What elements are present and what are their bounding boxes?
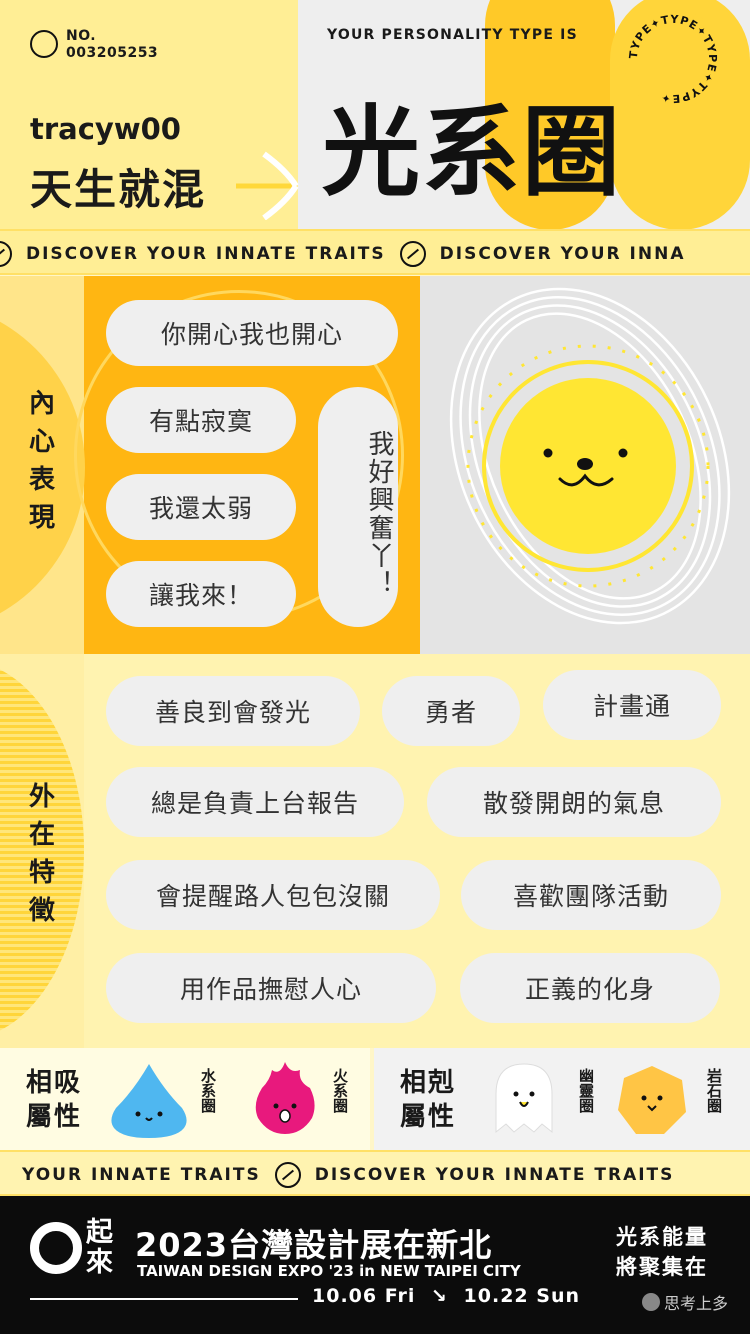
inner-vertical-pill: 我好興奮丫！ [318,387,398,627]
arrow-swirl-icon [236,151,299,220]
energy-message: 光系能量 將聚集在 [616,1222,708,1282]
divider [30,1298,298,1300]
compatible-title-line1: 相吸 [26,1068,83,1098]
expo-subtitle: TAIWAN DESIGN EXPO '23 in NEW TAIPEI CIT… [137,1262,521,1280]
ghost-mascot-icon [495,1063,553,1134]
compatible-title-line2: 屬性 [26,1102,83,1132]
circle-icon [30,30,58,58]
watermark-text: 思考上多 [664,1294,729,1313]
strip-text: DISCOVER YOUR INNA [439,244,686,264]
slash-circle-icon [274,1162,301,1188]
outer-pill: 喜歡團隊活動 [461,860,721,930]
marquee-strip-top: DISCOVER YOUR INNATE TRAITS DISCOVER YOU… [0,229,750,275]
serial-number: NO. 003205253 [66,28,158,62]
marquee-strip-bottom: YOUR INNATE TRAITS DISCOVER YOUR INNATE … [0,1150,750,1196]
conflict-title-line2: 屬性 [400,1102,457,1132]
water-type-name: 水系圈 [199,1068,217,1113]
watermark: 思考上多 [642,1290,728,1314]
strip-text: DISCOVER YOUR INNATE TRAITS [26,244,386,264]
strip-text: DISCOVER YOUR INNATE TRAITS [314,1165,675,1185]
fire-mascot-icon [255,1062,315,1134]
mascot-panel [420,276,750,654]
inner-pill: 讓我來！ [106,561,296,627]
expo-title: 2023台灣設計展在新北 [135,1226,493,1264]
outer-pill: 勇者 [382,676,520,746]
username: tracyw00 [30,112,181,146]
outer-pill: 用作品撫慰人心 [106,953,436,1023]
type-badge-icon: TYPE✦TYPE✦TYPE✦TYPE✦ [623,9,723,109]
expo-logo-text: 起來 [86,1217,113,1278]
yellow-oval-decoration [485,0,615,230]
outer-pill: 會提醒路人包包沒關 [106,860,440,930]
watermark-icon [642,1293,660,1311]
outer-pill: 正義的化身 [460,953,720,1023]
outer-pill: 散發開朗的氣息 [427,767,721,837]
ghost-type-name: 幽靈圈 [577,1068,595,1113]
fire-type-name: 火系圈 [331,1068,349,1113]
rock-mascot-icon [618,1066,686,1134]
outer-pill: 總是負責上台報告 [106,767,404,837]
strip-text: YOUR INNATE TRAITS [22,1165,261,1185]
date-start: 10.06 Fri [312,1285,416,1307]
date-arrow: ↘ [431,1285,448,1307]
rock-type-name: 岩石圈 [705,1068,723,1113]
slash-circle-icon [0,241,12,267]
inner-pill: 你開心我也開心 [106,300,398,366]
expo-dates: 10.06 Fri ↘ 10.22 Sun [312,1285,580,1307]
tagline: 天生就混 [30,165,207,214]
inner-pill: 有點寂寞 [106,387,296,453]
energy-line1: 光系能量 [616,1225,708,1249]
conflict-title-line1: 相剋 [400,1068,457,1098]
serial-label: NO. [66,28,97,44]
outer-pill: 善良到會發光 [106,676,360,746]
footer-banner [0,1196,750,1334]
outer-traits-label: 外在特徵 [28,782,55,926]
water-drop-mascot-icon [111,1064,187,1138]
inner-pill: 我還太弱 [106,474,296,540]
date-end: 10.22 Sun [463,1285,580,1307]
inner-expression-label: 內心表現 [28,389,55,533]
slash-circle-icon [399,241,426,267]
compatible-title: 相吸 屬性 [26,1066,82,1134]
conflict-title: 相剋 屬性 [400,1066,456,1134]
conflict-attributes-panel [374,1048,750,1150]
sun-mascot-icon [449,287,731,625]
serial-value: 003205253 [66,45,159,61]
personality-type-label: YOUR PERSONALITY TYPE IS [327,27,578,43]
energy-line2: 將聚集在 [616,1255,708,1279]
outer-pill: 計畫通 [543,670,721,740]
expo-logo-icon [30,1222,82,1274]
personality-type-title: 光系圈 [322,96,623,210]
